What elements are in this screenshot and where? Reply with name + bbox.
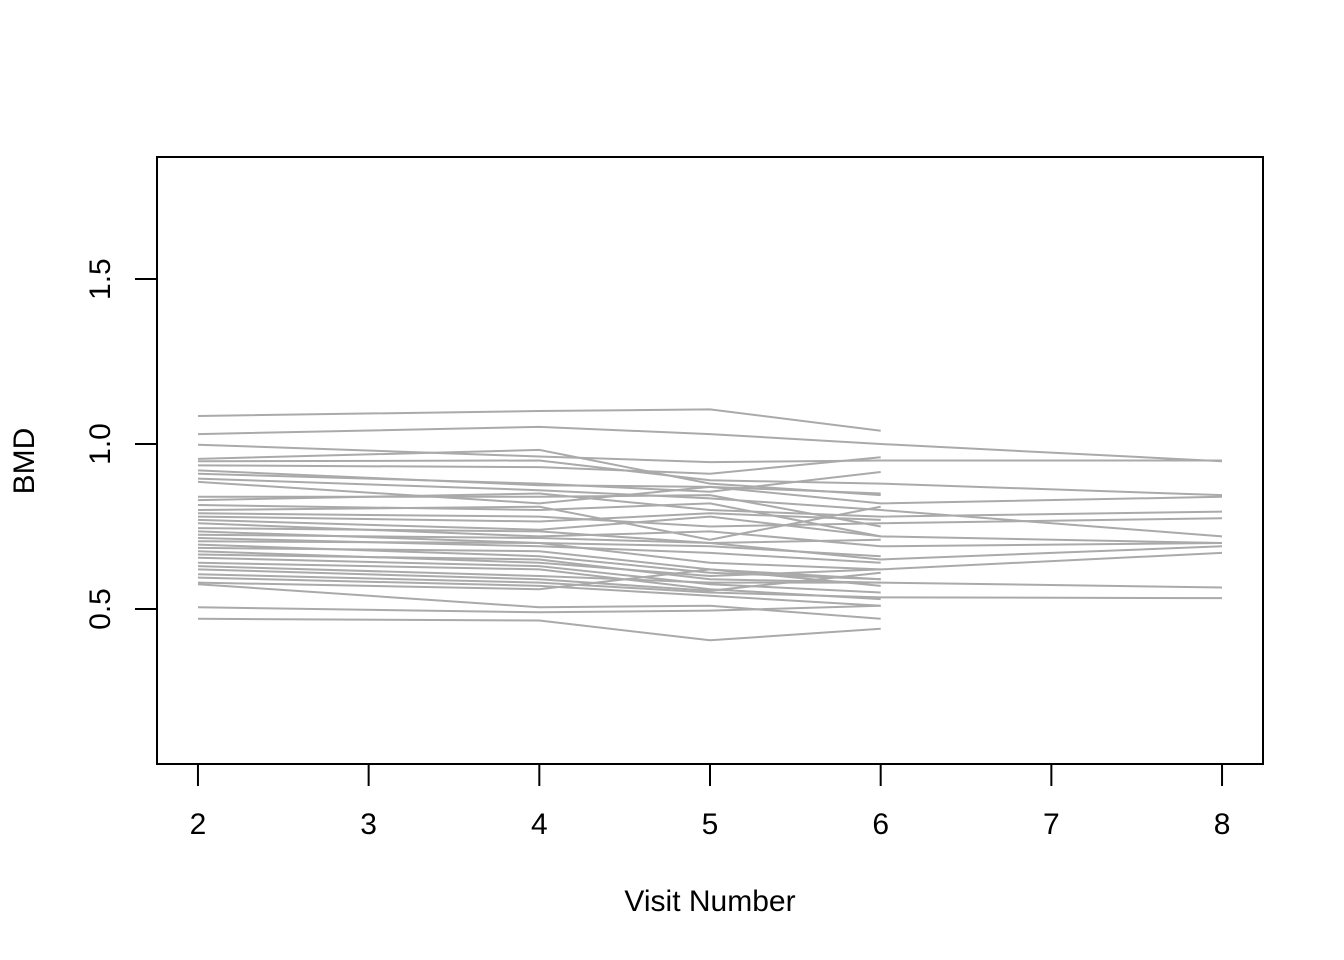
y-axis-label: BMD xyxy=(8,428,41,495)
series-line-17 xyxy=(197,515,881,538)
series-line-37 xyxy=(197,617,881,642)
x-tick-label: 3 xyxy=(360,808,377,841)
y-tick-label: 1.0 xyxy=(84,423,117,465)
series-line-34 xyxy=(197,568,881,591)
x-axis-label: Visit Number xyxy=(624,885,795,918)
series-line-23 xyxy=(197,540,1223,571)
series-line-31 xyxy=(197,568,881,592)
series-line-25 xyxy=(197,546,881,587)
y-axis: 0.5 1.0 1.5 xyxy=(84,258,158,630)
x-tick-label: 7 xyxy=(1043,808,1060,841)
x-tick-label: 4 xyxy=(531,808,548,841)
series-line-30 xyxy=(197,565,1223,589)
series-line-33 xyxy=(197,576,881,607)
series-line-32 xyxy=(197,573,1223,600)
x-tick-label: 5 xyxy=(702,808,719,841)
series-line-2 xyxy=(197,425,1223,463)
series-line-9 xyxy=(197,477,1223,538)
y-tick-label: 0.5 xyxy=(84,588,117,630)
y-tick-label: 1.5 xyxy=(84,258,117,300)
x-tick-label: 8 xyxy=(1214,808,1231,841)
series-line-12 xyxy=(197,492,1223,518)
series-line-15 xyxy=(197,512,1223,528)
x-tick-label: 2 xyxy=(190,808,207,841)
x-tick-label: 6 xyxy=(872,808,889,841)
series-line-35 xyxy=(197,583,881,620)
series-line-28 xyxy=(197,556,881,594)
series-lines xyxy=(197,408,1223,642)
series-line-21 xyxy=(197,533,1223,561)
series-line-5 xyxy=(197,459,1223,497)
series-line-1 xyxy=(197,408,881,432)
series-line-6 xyxy=(197,456,881,475)
series-line-8 xyxy=(197,471,881,493)
x-axis: 2 3 4 5 6 7 8 xyxy=(190,763,1231,841)
series-line-36 xyxy=(197,604,881,614)
series-line-18 xyxy=(197,522,1223,548)
series-line-19 xyxy=(197,527,881,545)
series-line-16 xyxy=(197,512,881,523)
